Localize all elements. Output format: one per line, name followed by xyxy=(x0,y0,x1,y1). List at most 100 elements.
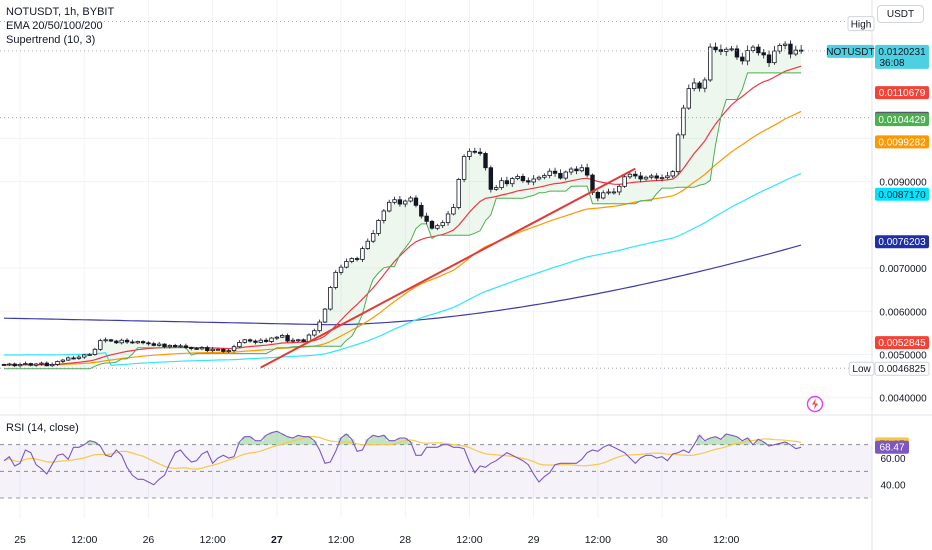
time-tick-label: 12:00 xyxy=(585,534,611,546)
candle-body xyxy=(237,341,242,348)
trendline[interactable] xyxy=(260,167,636,369)
candle xyxy=(702,77,708,93)
candle-body xyxy=(665,175,670,179)
candle-body xyxy=(44,362,49,367)
candle-body xyxy=(617,185,622,193)
candle xyxy=(360,246,365,263)
candle xyxy=(76,354,82,360)
candle-body xyxy=(649,175,654,178)
price-tag-text: NOTUSDT xyxy=(826,47,874,58)
candle-body xyxy=(403,200,408,205)
candle-body xyxy=(108,339,114,342)
candle-body xyxy=(750,46,756,51)
price-tick-label: 0.0050000 xyxy=(879,350,927,361)
candle xyxy=(151,341,156,347)
candle-body xyxy=(365,240,370,249)
candle-body xyxy=(247,339,253,342)
candle xyxy=(87,353,92,356)
candle-body xyxy=(386,201,392,212)
candle xyxy=(397,196,403,207)
candle xyxy=(782,41,788,50)
ema20-line xyxy=(3,65,802,366)
candle xyxy=(488,165,494,193)
time-axis[interactable]: 25 12:00 26 12:00 27 12:00 28 12:00 29 12:00 30 12:… xyxy=(14,534,739,546)
candle-body xyxy=(317,321,322,332)
candle xyxy=(617,184,622,196)
candle xyxy=(665,171,670,180)
candle xyxy=(515,174,520,181)
candle xyxy=(772,45,777,65)
candle xyxy=(189,346,194,351)
price-label-text: 0.0099282 xyxy=(878,137,926,148)
candle xyxy=(793,45,798,57)
candle-body xyxy=(756,46,761,54)
candle xyxy=(499,177,504,190)
candle-body xyxy=(151,343,156,346)
candle xyxy=(66,356,71,361)
supertrend-fill xyxy=(4,44,802,369)
candle xyxy=(584,163,590,178)
candle-body xyxy=(456,179,461,208)
candle xyxy=(633,170,638,179)
candle-body xyxy=(798,49,804,52)
candle xyxy=(504,176,510,187)
candle-body xyxy=(290,339,296,342)
candle xyxy=(493,184,499,191)
candle xyxy=(135,340,140,345)
candle xyxy=(574,166,579,175)
time-tick-label: 12:00 xyxy=(328,534,354,546)
candle xyxy=(12,362,17,368)
candle-body xyxy=(643,176,649,180)
candle xyxy=(419,202,424,219)
currency-button[interactable]: USDT xyxy=(877,5,924,23)
candle-body xyxy=(242,339,247,343)
candle-body xyxy=(285,335,290,342)
candle-body xyxy=(413,197,419,206)
candle xyxy=(579,164,584,173)
candle xyxy=(274,335,280,341)
candle xyxy=(798,44,804,54)
price-label-text: 0.0046825 xyxy=(878,364,926,375)
candle-body xyxy=(622,176,627,187)
lightning-icon[interactable] xyxy=(806,395,824,413)
candle-body xyxy=(611,191,617,194)
candle xyxy=(638,171,643,183)
candle-body xyxy=(312,330,317,336)
candle xyxy=(108,338,114,342)
rsi-value-box xyxy=(875,440,909,454)
candle-body xyxy=(734,48,740,58)
candle-body xyxy=(542,175,547,178)
ema50-line xyxy=(3,110,802,366)
candle xyxy=(55,360,60,366)
price-label-box xyxy=(875,86,929,100)
candle-body xyxy=(194,348,199,350)
candle xyxy=(381,208,387,224)
candle xyxy=(734,45,740,60)
candle-body xyxy=(189,347,194,349)
candle xyxy=(17,362,23,368)
price-label-box xyxy=(874,361,930,376)
candle xyxy=(526,177,531,185)
candle-body xyxy=(344,261,349,268)
candle-body xyxy=(429,220,435,229)
candle xyxy=(263,337,269,343)
candle-body xyxy=(1,364,7,366)
candle xyxy=(477,147,483,156)
price-tick-label: 0.0090000 xyxy=(879,178,927,189)
candle xyxy=(178,343,183,348)
candle xyxy=(156,341,162,347)
candle-body xyxy=(114,340,119,344)
candle xyxy=(622,174,627,188)
candle xyxy=(424,212,429,225)
candle-body xyxy=(740,56,745,62)
candle-body xyxy=(349,258,354,262)
candle xyxy=(558,169,563,180)
candle xyxy=(279,333,285,339)
price-label-box xyxy=(875,113,929,127)
candles[interactable] xyxy=(1,40,804,368)
candle xyxy=(654,173,659,181)
candle-body xyxy=(55,360,60,365)
candle xyxy=(547,168,552,179)
